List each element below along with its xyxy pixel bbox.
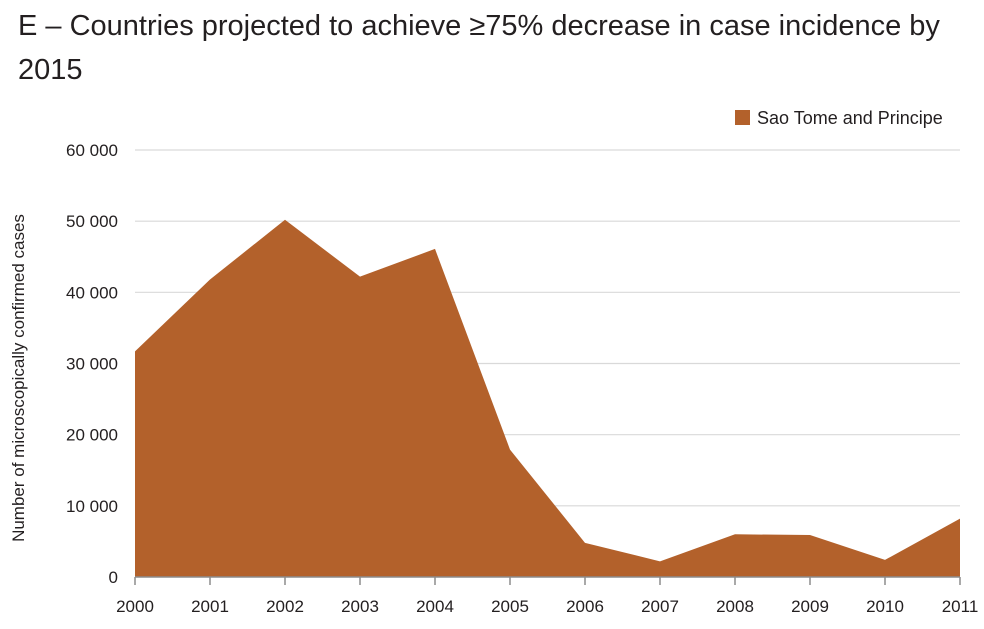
x-tick-label: 2011 — [942, 597, 979, 616]
x-tick-label: 2008 — [716, 597, 754, 616]
x-tick-label: 2002 — [266, 597, 304, 616]
series-area-group — [135, 219, 960, 577]
x-tick-label: 2000 — [116, 597, 154, 616]
x-tick-label: 2003 — [341, 597, 379, 616]
legend-label: Sao Tome and Principe — [757, 108, 943, 128]
y-axis-label: Number of microscopically confirmed case… — [9, 214, 28, 542]
x-tick-label: 2009 — [791, 597, 829, 616]
y-tick-label: 10 000 — [66, 497, 118, 516]
y-tick-label: 60 000 — [66, 141, 118, 160]
y-tick-label: 40 000 — [66, 283, 118, 302]
y-tick-label: 50 000 — [66, 212, 118, 231]
x-tick-label: 2004 — [416, 597, 454, 616]
y-tick-label: 20 000 — [66, 426, 118, 445]
x-tick-labels: 2000 2001 2002 2003 2004 2005 2006 2007 2008 2009… — [116, 597, 978, 616]
y-tick-label: 0 — [109, 568, 118, 587]
y-tick-labels: 0 10 000 20 000 30 000 40 000 50 000 60 000 — [66, 141, 118, 587]
chart-title: E – Countries projected to achieve ≥75% … — [18, 10, 940, 86]
series-area-sao-tome-and-principe — [135, 219, 960, 577]
legend: Sao Tome and Principe — [735, 108, 943, 128]
axes — [134, 576, 961, 585]
x-tick-label: 2005 — [491, 597, 529, 616]
x-tick-label: 2010 — [866, 597, 904, 616]
legend-swatch — [735, 110, 750, 125]
x-tick-label: 2001 — [191, 597, 229, 616]
x-tick-label: 2007 — [641, 597, 679, 616]
y-tick-label: 30 000 — [66, 355, 118, 374]
x-tick-label: 2006 — [566, 597, 604, 616]
